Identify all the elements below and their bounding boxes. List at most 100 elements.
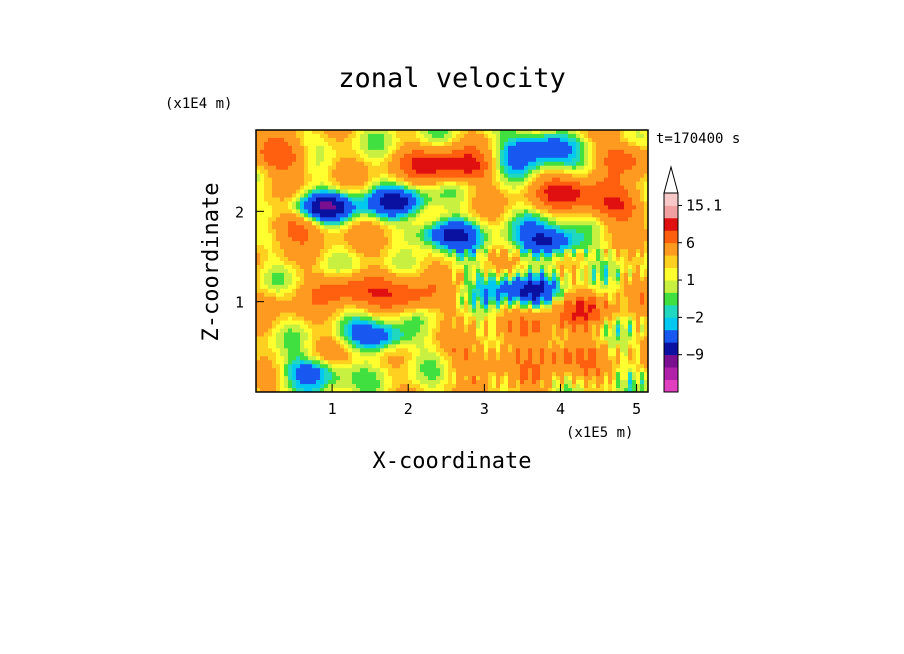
field-cell — [576, 213, 581, 218]
field-cell — [440, 296, 445, 302]
field-cell — [352, 145, 357, 151]
field-cell — [352, 169, 357, 175]
field-cell — [344, 296, 349, 302]
field-cell — [400, 197, 405, 203]
field-cell — [368, 276, 373, 282]
field-cell — [600, 276, 605, 282]
field-cell — [328, 213, 333, 218]
field-cell — [596, 229, 601, 234]
field-cell — [372, 193, 377, 199]
field-cell — [336, 268, 341, 274]
field-cell — [548, 145, 553, 151]
field-cell — [420, 241, 425, 246]
field-cell — [324, 217, 329, 222]
field-cell — [548, 225, 553, 230]
field-cell — [560, 185, 565, 191]
field-cell — [328, 149, 333, 155]
field-cell — [276, 133, 281, 139]
field-cell — [536, 324, 541, 330]
field-cell — [588, 304, 593, 310]
field-cell — [508, 221, 513, 226]
field-cell — [592, 193, 597, 199]
field-cell — [404, 272, 409, 278]
field-cell — [632, 149, 637, 155]
field-cell — [336, 229, 341, 234]
field-cell — [508, 133, 513, 139]
field-cell — [328, 296, 333, 302]
field-cell — [412, 130, 417, 135]
field-cell — [368, 197, 373, 203]
field-cell — [532, 157, 537, 163]
field-cell — [604, 145, 609, 151]
field-cell — [296, 217, 301, 222]
field-cell — [384, 181, 389, 187]
field-cell — [520, 241, 525, 246]
field-cell — [364, 165, 369, 171]
field-cell — [296, 221, 301, 226]
field-cell — [284, 292, 289, 298]
field-cell — [416, 261, 421, 266]
field-cell — [516, 181, 521, 187]
field-cell — [572, 320, 577, 326]
field-cell — [440, 245, 445, 250]
field-cell — [296, 296, 301, 302]
field-cell — [572, 288, 577, 294]
field-cell — [284, 300, 289, 306]
field-cell — [500, 249, 505, 254]
field-cell — [316, 197, 321, 203]
field-cell — [464, 185, 469, 191]
field-cell — [520, 217, 525, 222]
field-cell — [364, 233, 369, 238]
field-cell — [432, 237, 437, 242]
field-cell — [600, 300, 605, 306]
field-cell — [640, 237, 645, 242]
field-cell — [500, 153, 505, 159]
field-cell — [612, 181, 617, 187]
field-cell — [584, 137, 589, 143]
field-cell — [356, 316, 361, 322]
field-cell — [564, 237, 569, 242]
field-cell — [308, 165, 313, 171]
field-cell — [628, 177, 633, 183]
field-cell — [420, 328, 425, 334]
field-cell — [320, 312, 325, 318]
field-cell — [620, 193, 625, 199]
field-cell — [292, 130, 297, 135]
field-cell — [640, 300, 645, 306]
field-cell — [408, 261, 413, 266]
field-cell — [304, 197, 309, 203]
field-cell — [544, 241, 549, 246]
field-cell — [504, 280, 509, 286]
field-cell — [544, 193, 549, 199]
field-cell — [552, 257, 557, 262]
field-cell — [388, 189, 393, 195]
field-cell — [392, 141, 397, 147]
field-cell — [344, 185, 349, 191]
field-cell — [608, 165, 613, 171]
field-cell — [516, 201, 521, 207]
field-cell — [368, 288, 373, 294]
field-cell — [388, 161, 393, 167]
field-cell — [584, 324, 589, 330]
field-cell — [272, 272, 277, 278]
field-cell — [644, 161, 648, 167]
field-cell — [412, 324, 417, 330]
field-cell — [436, 209, 441, 214]
field-cell — [444, 157, 449, 163]
field-cell — [584, 276, 589, 282]
field-cell — [552, 253, 557, 258]
field-cell — [640, 241, 645, 246]
field-cell — [520, 133, 525, 139]
field-cell — [564, 288, 569, 294]
field-cell — [588, 137, 593, 143]
field-cell — [548, 173, 553, 179]
field-cell — [524, 284, 529, 290]
field-cell — [628, 213, 633, 218]
field-cell — [608, 141, 613, 147]
field-cell — [584, 300, 589, 306]
field-cell — [492, 137, 497, 143]
field-cell — [492, 213, 497, 218]
field-cell — [564, 292, 569, 298]
field-cell — [560, 308, 565, 314]
field-cell — [372, 261, 377, 266]
